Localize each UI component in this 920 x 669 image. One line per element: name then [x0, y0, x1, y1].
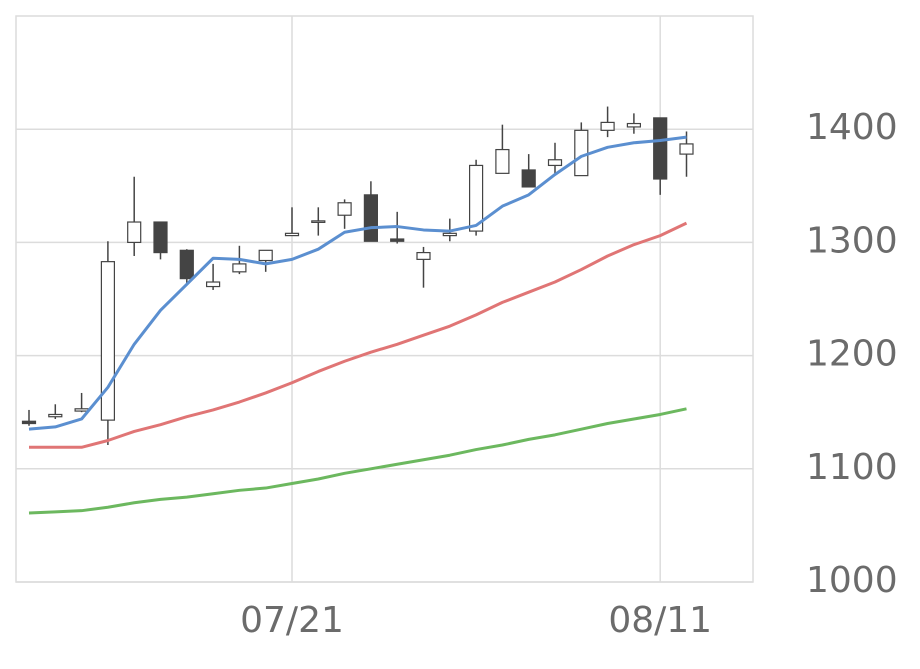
candle-body: [127, 221, 142, 244]
candle-body: [258, 249, 273, 262]
candle-body: [311, 220, 326, 223]
candle-body: [74, 408, 89, 412]
candle-body: [574, 129, 589, 177]
candle-body: [153, 221, 168, 254]
candle-body: [48, 413, 63, 418]
candle-body: [390, 238, 405, 242]
candle-body: [21, 420, 37, 425]
y-tick-label: 1000: [806, 560, 898, 601]
candle-body: [206, 281, 221, 288]
candle-body: [442, 232, 457, 237]
candle-body: [600, 121, 615, 131]
candle-body: [653, 117, 668, 180]
candle-body: [626, 122, 642, 128]
y-tick-label: 1400: [806, 107, 898, 148]
candle-body: [179, 249, 194, 280]
candle-body: [547, 159, 563, 167]
candle-body: [469, 164, 484, 232]
moving-average-line: [28, 407, 687, 515]
y-tick-label: 1300: [806, 220, 898, 261]
candle-body: [232, 263, 247, 273]
candle-body: [521, 169, 536, 188]
y-tick-label: 1100: [806, 447, 898, 488]
candle-body: [495, 148, 510, 174]
candle-body: [284, 232, 300, 237]
candle-body: [679, 143, 694, 155]
moving-average-line: [29, 221, 688, 449]
x-tick-label: 08/11: [608, 600, 712, 641]
x-tick-label: 07/21: [240, 600, 344, 641]
candle-body: [100, 261, 116, 421]
y-tick-label: 1200: [806, 334, 898, 375]
candle-body: [363, 194, 378, 242]
moving-average-line: [28, 135, 687, 431]
plot-frame: [15, 15, 754, 583]
candle-body: [416, 251, 431, 260]
candle-body: [337, 202, 352, 216]
